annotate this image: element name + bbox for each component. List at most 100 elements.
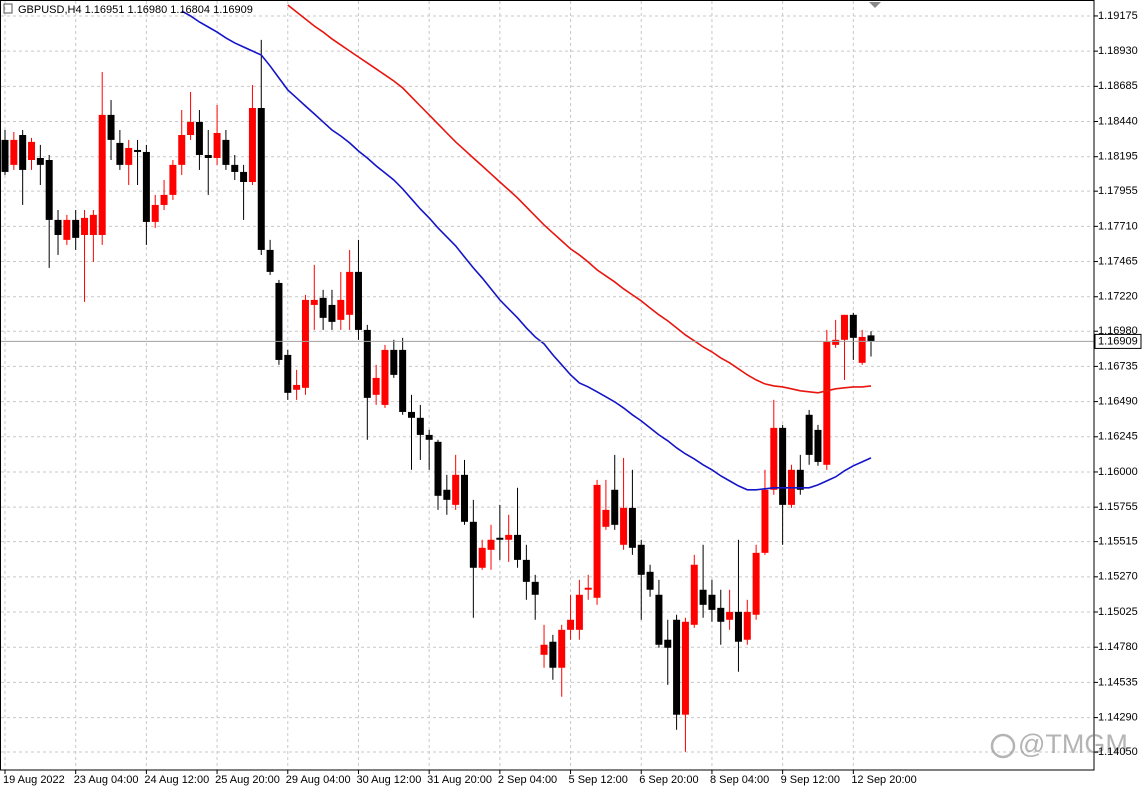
candle-body xyxy=(63,219,71,240)
candle-body xyxy=(399,349,407,412)
candle-body xyxy=(222,139,230,165)
candle-body xyxy=(655,594,663,645)
candle-body xyxy=(10,139,18,165)
candle-body xyxy=(372,377,380,395)
candle-body xyxy=(770,427,778,490)
candle-body xyxy=(19,135,27,170)
candle-body xyxy=(407,411,415,418)
candle-body xyxy=(169,164,177,195)
x-tick-label: 29 Aug 04:00 xyxy=(286,774,351,786)
candle-body xyxy=(673,619,681,715)
candle-body xyxy=(452,474,460,505)
y-tick-label: 1.18685 xyxy=(1098,80,1138,92)
candle-body xyxy=(796,469,804,490)
candle-body xyxy=(204,154,212,158)
candle-body xyxy=(593,484,601,598)
candle-body xyxy=(496,537,504,540)
y-tick-label: 1.18195 xyxy=(1098,151,1138,163)
candle-body xyxy=(575,594,583,630)
candle-body xyxy=(293,384,301,390)
x-tick-label: 25 Aug 20:00 xyxy=(215,774,280,786)
candle-body xyxy=(231,164,239,172)
candle-body xyxy=(319,297,327,318)
candle-body xyxy=(531,581,539,595)
candle-body xyxy=(584,587,592,590)
candle-body xyxy=(620,507,628,545)
candle-body xyxy=(98,114,106,235)
candle-body xyxy=(328,304,336,322)
y-tick-label: 1.18440 xyxy=(1098,115,1138,127)
watermark-group: @TMGM xyxy=(990,729,1128,759)
x-tick-label: 31 Aug 20:00 xyxy=(427,774,492,786)
y-tick-label: 1.17465 xyxy=(1098,255,1138,267)
candle-body xyxy=(805,414,813,455)
candle-body xyxy=(284,354,292,393)
current-price-label: 1.16909 xyxy=(1098,335,1138,347)
candle-body xyxy=(257,108,265,250)
candle-body xyxy=(858,336,866,363)
watermark-logo xyxy=(990,733,1016,759)
candle-body xyxy=(346,271,354,315)
y-tick-label: 1.16490 xyxy=(1098,395,1138,407)
plot-marks xyxy=(1,4,1094,752)
chart-title: GBPUSD,H4 1.16951 1.16980 1.16804 1.1690… xyxy=(18,4,253,16)
candle-body xyxy=(240,171,248,182)
y-tick-label: 1.14780 xyxy=(1098,641,1138,653)
candle-body xyxy=(681,621,689,715)
y-tick-label: 1.14535 xyxy=(1098,676,1138,688)
candle-body xyxy=(522,559,530,582)
candle-body xyxy=(178,135,186,165)
y-tick-label: 1.16000 xyxy=(1098,466,1138,478)
candle-body xyxy=(275,282,283,360)
candle-body xyxy=(301,299,309,388)
current-price-box xyxy=(1094,333,1142,349)
candle-body xyxy=(434,441,442,496)
candle-body xyxy=(363,329,371,398)
y-tick-label: 1.17220 xyxy=(1098,291,1138,303)
y-tick-label: 1.16735 xyxy=(1098,360,1138,372)
candle-body xyxy=(814,429,822,462)
candle-body xyxy=(107,114,115,140)
candle-body xyxy=(540,644,548,655)
candle-body xyxy=(151,204,159,222)
candle-body xyxy=(187,121,195,136)
candle-body xyxy=(567,619,575,630)
candle-body xyxy=(28,141,36,161)
candle-body xyxy=(743,611,751,640)
candle-body xyxy=(89,214,97,235)
candle-body xyxy=(867,335,875,342)
candle-body xyxy=(646,571,654,590)
candle-body xyxy=(390,349,398,375)
candle-body xyxy=(832,339,840,345)
x-tick-label: 23 Aug 04:00 xyxy=(74,774,139,786)
y-tick-label: 1.15270 xyxy=(1098,571,1138,583)
candle-body xyxy=(549,641,557,668)
candle-body xyxy=(514,534,522,560)
candle-body xyxy=(761,489,769,553)
candle-body xyxy=(381,349,389,405)
candle-body xyxy=(213,133,221,158)
watermark: @TMGM xyxy=(1018,729,1128,759)
y-tick-label: 1.14290 xyxy=(1098,711,1138,723)
candle-body xyxy=(116,142,124,165)
y-tick-label: 1.14050 xyxy=(1098,746,1138,758)
candle-body xyxy=(690,564,698,625)
candle-body xyxy=(726,611,734,620)
candle-body xyxy=(699,589,707,605)
candle-body xyxy=(125,147,133,165)
symbol-icon xyxy=(3,3,13,14)
candle-body xyxy=(637,544,645,575)
candle-body xyxy=(425,434,433,440)
shift-marker xyxy=(869,2,881,8)
x-tick-label: 30 Aug 12:00 xyxy=(356,774,421,786)
candle-body xyxy=(142,151,150,222)
x-tick-label: 19 Aug 2022 xyxy=(3,774,65,786)
y-tick-label: 1.19175 xyxy=(1098,10,1138,22)
candle-body xyxy=(558,629,566,668)
candle-body xyxy=(487,539,495,550)
candle-body xyxy=(354,271,362,330)
x-tick-label: 9 Sep 12:00 xyxy=(781,774,840,786)
